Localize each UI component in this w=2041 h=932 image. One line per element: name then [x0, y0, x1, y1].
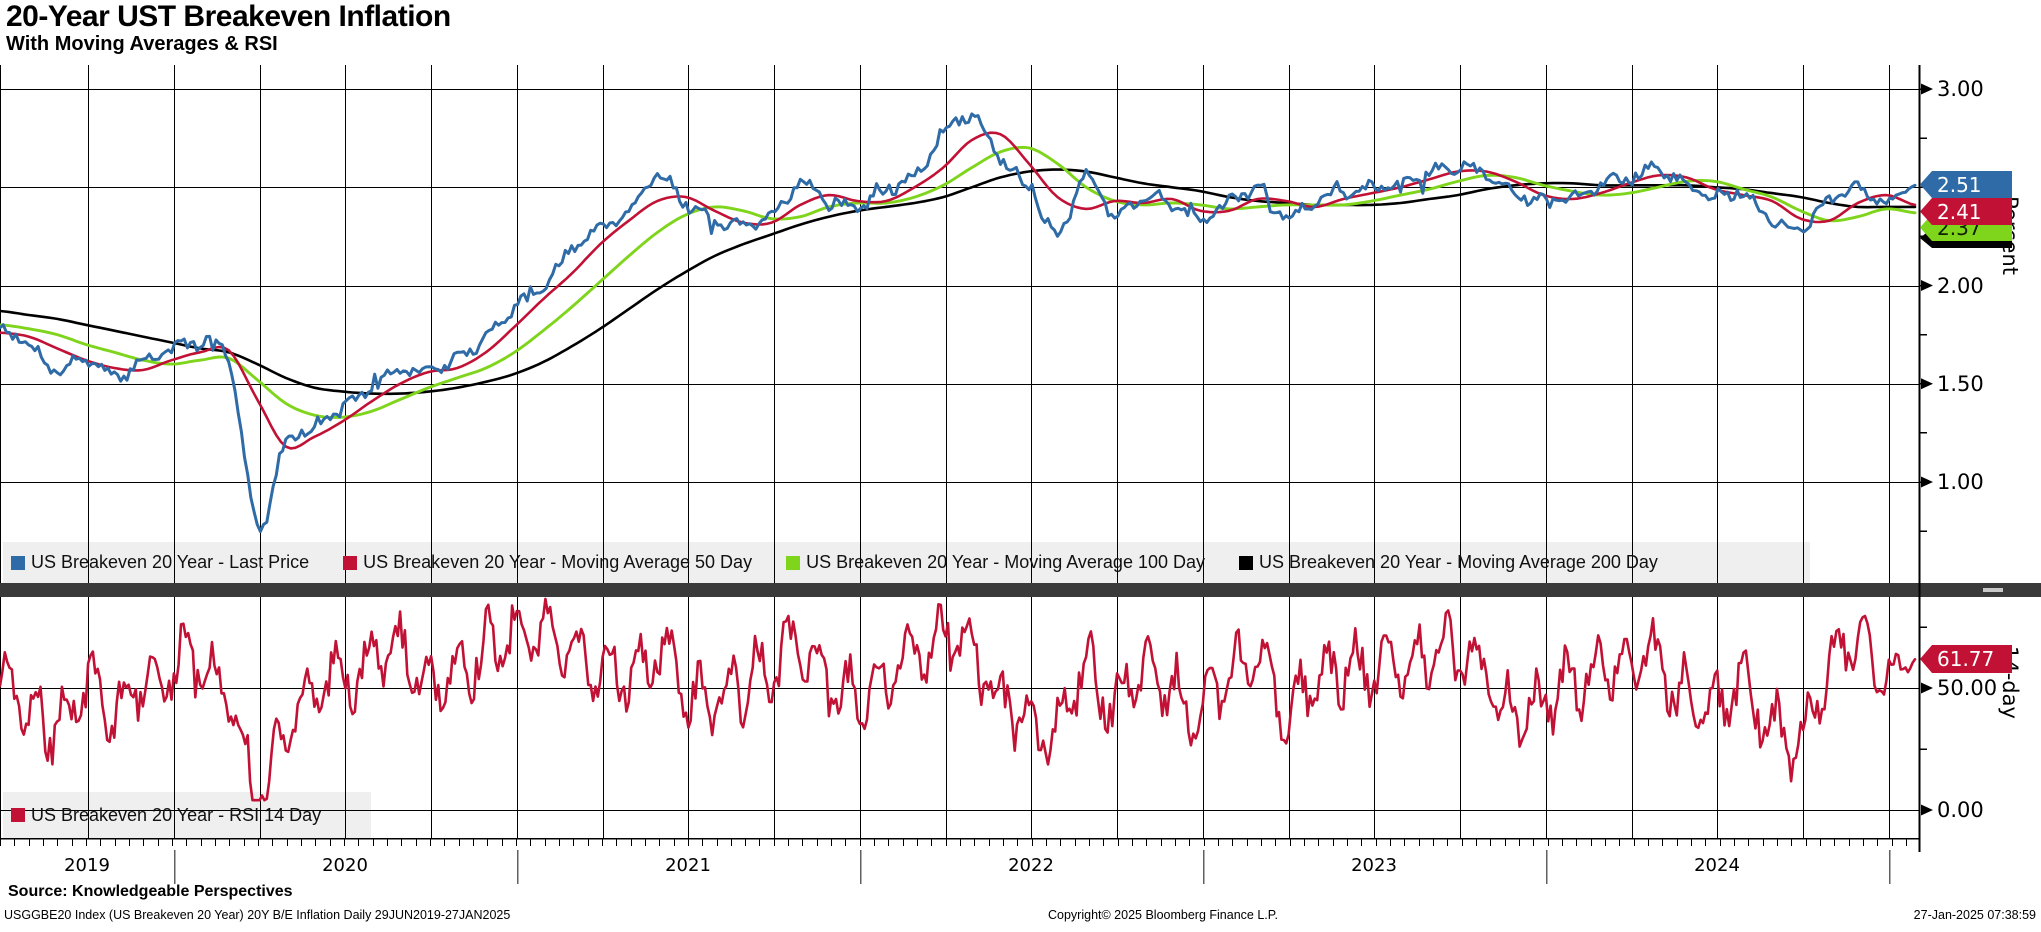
rsi-axis-label-50: 50.00 [1937, 676, 1998, 700]
last-price-badge: 2.51 [1920, 171, 2012, 198]
footer-timestamp: 27-Jan-2025 07:38:59 [1913, 908, 2036, 922]
y-axis-label-200: 2.00 [1937, 274, 1984, 298]
x-axis-year-2019: 2019 [64, 855, 110, 876]
legend-label-ma50: US Breakeven 20 Year - Moving Average 50… [363, 552, 753, 572]
legend-item-ma100: US Breakeven 20 Year - Moving Average 10… [786, 552, 1205, 573]
legend-label-ma200: US Breakeven 20 Year - Moving Average 20… [1259, 552, 1658, 572]
rsi-legend: US Breakeven 20 Year - RSI 14 Day [3, 792, 379, 838]
rsi-axis-label-0: 0.00 [1937, 798, 1984, 822]
y-axis-label-100: 1.00 [1937, 470, 1984, 494]
legend-item-last-price: US Breakeven 20 Year - Last Price [11, 552, 309, 573]
rsi-badge: 61.77 [1920, 645, 2012, 673]
ma200-swatch-icon [1239, 555, 1253, 570]
footer-copyright: Copyright© 2025 Bloomberg Finance L.P. [1048, 908, 1278, 922]
legend-item-ma50: US Breakeven 20 Year - Moving Average 50… [343, 552, 752, 573]
rsi-swatch-icon [11, 808, 25, 822]
legend-label-rsi: US Breakeven 20 Year - RSI 14 Day [31, 804, 322, 825]
ma50-swatch-icon [343, 555, 358, 570]
page-subtitle: With Moving Averages & RSI [6, 33, 278, 55]
legend-item-ma200: US Breakeven 20 Year - Moving Average 20… [1239, 552, 1658, 573]
x-axis-year-2022: 2022 [1008, 855, 1054, 876]
legend-item-rsi: US Breakeven 20 Year - RSI 14 Day [11, 805, 321, 826]
y-axis-label-300: 3.00 [1937, 77, 1984, 101]
ma50-badge: 2.41 [1920, 198, 2012, 225]
x-axis-year-2021: 2021 [665, 855, 711, 876]
legend-label-last-price: US Breakeven 20 Year - Last Price [31, 552, 310, 572]
main-chart-legend: US Breakeven 20 Year - Last Price US Bre… [3, 542, 1818, 583]
page-title: 20-Year UST Breakeven Inflation [6, 0, 451, 33]
x-axis-year-2023: 2023 [1351, 855, 1397, 876]
x-axis-year-2020: 2020 [322, 855, 368, 876]
y-axis-label-150: 1.50 [1937, 372, 1984, 396]
last-price-swatch-icon [11, 555, 25, 570]
x-axis-year-2024: 2024 [1694, 855, 1740, 876]
legend-label-ma100: US Breakeven 20 Year - Moving Average 10… [806, 552, 1205, 572]
ma100-swatch-icon [786, 555, 801, 570]
footer-source: Source: Knowledgeable Perspectives [8, 883, 293, 900]
footer-security-info: USGGBE20 Index (US Breakeven 20 Year) 20… [4, 908, 511, 922]
